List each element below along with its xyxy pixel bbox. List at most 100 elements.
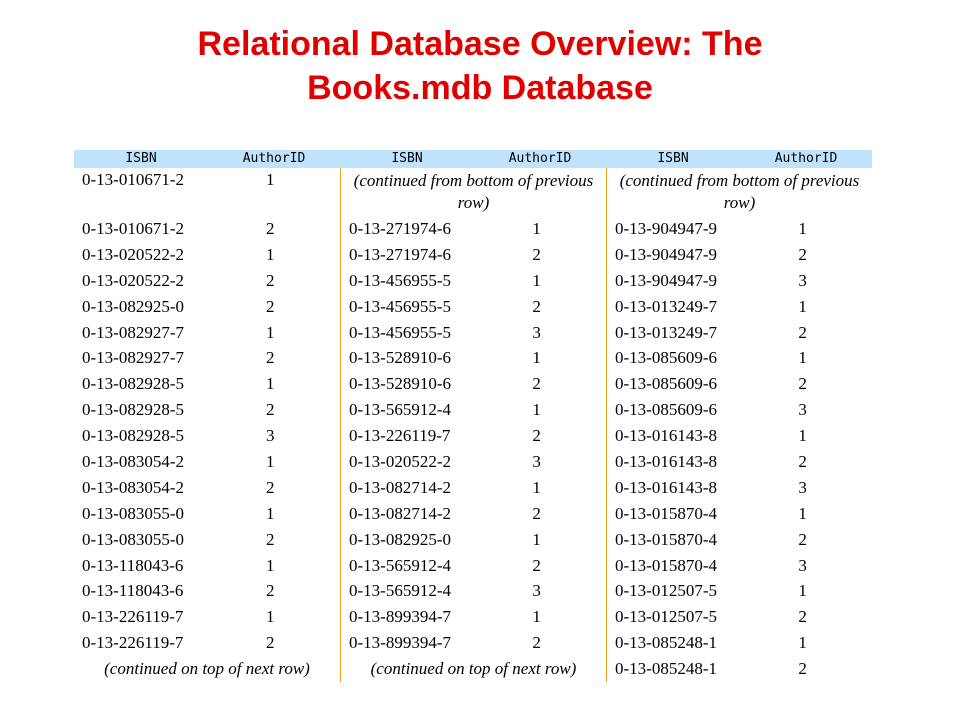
- authorid-cell: 2: [266, 218, 275, 238]
- authorid-cell: 2: [266, 400, 275, 420]
- isbn-cell: 0-13-010671-2: [82, 218, 184, 238]
- table-body: 0-13-010671-2 1 0-13-010671-2 2 0-13-020522-…: [74, 168, 872, 683]
- table-row: 0-13-565912-4 2: [341, 553, 606, 579]
- continued-from-note: (continued from bottom of previous row): [353, 171, 594, 212]
- isbn-cell: 0-13-904947-9: [615, 218, 717, 238]
- table-row: 0-13-904947-9 2: [607, 242, 872, 268]
- authorid-cell: 3: [798, 400, 807, 420]
- authorid-cell: 2: [798, 244, 807, 264]
- table-row: 0-13-904947-9 3: [607, 268, 872, 294]
- isbn-cell: 0-13-082925-0: [349, 529, 451, 549]
- column-header-isbn: ISBN: [391, 151, 423, 166]
- table-row: 0-13-083054-2 1: [74, 449, 340, 475]
- continued-from-note: (continued from bottom of previous row): [619, 171, 860, 212]
- column-header-authorid: AuthorID: [242, 151, 306, 166]
- continued-on-note: (continued on top of next row): [104, 659, 310, 679]
- isbn-cell: 0-13-528910-6: [349, 348, 451, 368]
- table-row: 0-13-118043-6 1: [74, 553, 340, 579]
- table-row: 0-13-899394-7 2: [341, 630, 606, 656]
- isbn-cell: 0-13-456955-5: [349, 322, 451, 342]
- authorid-cell: 1: [266, 607, 275, 627]
- title-line-2: Books.mdb Database: [307, 69, 653, 107]
- authorid-cell: 1: [532, 348, 541, 368]
- table-row: 0-13-015870-4 1: [607, 501, 872, 527]
- table-row: 0-13-082927-7 1: [74, 320, 340, 346]
- table-row: 0-13-020522-2 2: [74, 268, 340, 294]
- authorid-cell: 1: [798, 633, 807, 653]
- authorid-cell: 1: [532, 477, 541, 497]
- column-header-authorid: AuthorID: [508, 151, 572, 166]
- table-row: 0-13-085609-6 2: [607, 371, 872, 397]
- table-header: ISBN AuthorID ISBN AuthorID ISBN AuthorI…: [74, 150, 872, 168]
- table-column-group: (continued from bottom of previous row) 0…: [340, 168, 606, 683]
- continuation-note-row: (continued from bottom of previous row): [341, 168, 606, 216]
- continued-on-note: (continued on top of next row): [370, 659, 577, 679]
- authorid-cell: 2: [798, 659, 807, 679]
- isbn-cell: 0-13-271974-6: [349, 218, 451, 238]
- table-row: 0-13-010671-2 2: [74, 216, 340, 242]
- table-row: 0-13-226119-7 1: [74, 604, 340, 630]
- authorid-cell: 1: [798, 426, 807, 446]
- isbn-cell: 0-13-085609-6: [615, 374, 717, 394]
- isbn-cell: 0-13-083054-2: [82, 477, 184, 497]
- table-row: 0-13-082928-5 2: [74, 397, 340, 423]
- authorid-cell: 2: [532, 503, 541, 523]
- table-row: 0-13-082928-5 1: [74, 371, 340, 397]
- isbn-cell: 0-13-082714-2: [349, 477, 451, 497]
- table-row: 0-13-528910-6 1: [341, 345, 606, 371]
- table-row: 0-13-082925-0 1: [341, 527, 606, 553]
- isbn-cell: 0-13-013249-7: [615, 322, 717, 342]
- table-row: 0-13-083054-2 2: [74, 475, 340, 501]
- table-row: 0-13-085609-6 3: [607, 397, 872, 423]
- authorid-cell: 2: [266, 529, 275, 549]
- header-group-1: ISBN AuthorID: [74, 150, 340, 168]
- continuation-note-row: (continued from bottom of previous row): [607, 168, 872, 216]
- isbn-cell: 0-13-899394-7: [349, 607, 451, 627]
- isbn-cell: 0-13-015870-4: [615, 503, 717, 523]
- authorid-cell: 2: [798, 529, 807, 549]
- table-row: 0-13-083055-0 2: [74, 527, 340, 553]
- isbn-cell: 0-13-899394-7: [349, 633, 451, 653]
- isbn-cell: 0-13-904947-9: [615, 244, 717, 264]
- authorid-cell: 1: [266, 170, 275, 189]
- isbn-cell: 0-13-082714-2: [349, 503, 451, 523]
- authorid-cell: 3: [532, 581, 541, 601]
- header-group-3: ISBN AuthorID: [606, 150, 872, 168]
- isbn-cell: 0-13-016143-8: [615, 426, 717, 446]
- table-row: 0-13-118043-6 2: [74, 578, 340, 604]
- continuation-note-row: (continued on top of next row): [341, 656, 606, 682]
- table-row: 0-13-016143-8 3: [607, 475, 872, 501]
- table-column-group: (continued from bottom of previous row) 0…: [606, 168, 872, 683]
- table-row: 0-13-082714-2 2: [341, 501, 606, 527]
- isbn-cell: 0-13-085609-6: [615, 348, 717, 368]
- isbn-cell: 0-13-565912-4: [349, 555, 451, 575]
- table-row: 0-13-020522-2 1: [74, 242, 340, 268]
- authorid-cell: 2: [532, 426, 541, 446]
- authorid-cell: 2: [266, 270, 275, 290]
- table-row: 0-13-271974-6 1: [341, 216, 606, 242]
- table-row: 0-13-456955-5 3: [341, 320, 606, 346]
- isbn-cell: 0-13-082925-0: [82, 296, 184, 316]
- isbn-cell: 0-13-226119-7: [82, 633, 184, 653]
- table-row: 0-13-899394-7 1: [341, 604, 606, 630]
- isbn-cell: 0-13-565912-4: [349, 581, 451, 601]
- isbn-cell: 0-13-012507-5: [615, 607, 717, 627]
- isbn-cell: 0-13-016143-8: [615, 451, 717, 471]
- isbn-cell: 0-13-083055-0: [82, 529, 184, 549]
- column-header-isbn: ISBN: [657, 151, 689, 166]
- isbn-cell: 0-13-020522-2: [82, 244, 184, 264]
- authorid-cell: 2: [532, 244, 541, 264]
- continuation-note-row: (continued on top of next row): [74, 656, 340, 682]
- isbn-cell: 0-13-013249-7: [615, 296, 717, 316]
- table-row: 0-13-012507-5 1: [607, 578, 872, 604]
- authorid-cell: 1: [798, 503, 807, 523]
- authorid-cell: 3: [798, 477, 807, 497]
- table-row: 0-13-010671-2 1: [74, 168, 340, 216]
- table-row: 0-13-013249-7 2: [607, 320, 872, 346]
- isbn-cell: 0-13-456955-5: [349, 296, 451, 316]
- table-row: 0-13-013249-7 1: [607, 294, 872, 320]
- table-row: 0-13-085609-6 1: [607, 345, 872, 371]
- table-row: 0-13-082927-7 2: [74, 345, 340, 371]
- authorid-cell: 1: [532, 270, 541, 290]
